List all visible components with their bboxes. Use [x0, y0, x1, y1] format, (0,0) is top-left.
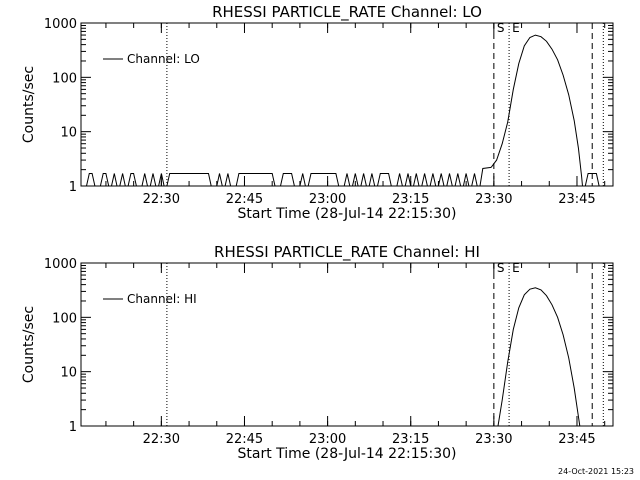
- x-tick-label: 23:45: [558, 192, 595, 207]
- y-tick-label: 100: [52, 71, 77, 86]
- x-tick-label: 22:30: [143, 432, 180, 447]
- x-tick-label: 22:30: [143, 192, 180, 207]
- x-tick-label: 23:15: [392, 432, 429, 447]
- x-tick-label: 22:45: [226, 192, 263, 207]
- x-tick-label: 23:00: [309, 192, 346, 207]
- x-tick-label: 23:00: [309, 432, 346, 447]
- y-tick-label: 1: [69, 420, 77, 435]
- chart-panel-1: RHESSI PARTICLE_RATE Channel: LO 1 10 100 10…: [21, 3, 614, 222]
- chart-title: RHESSI PARTICLE_RATE Channel: HI: [214, 243, 480, 262]
- legend-label: Channel: HI: [127, 292, 197, 306]
- marker-label: S: [497, 261, 505, 275]
- y-tick-label: 10: [60, 126, 77, 141]
- footer-timestamp: 24-Oct-2021 15:23: [558, 467, 634, 476]
- marker-label: E: [512, 21, 520, 35]
- x-axis-label: Start Time (28-Jul-14 22:15:30): [237, 206, 456, 222]
- x-axis-label: Start Time (28-Jul-14 22:15:30): [237, 446, 456, 462]
- series-line-peak: [490, 34, 583, 187]
- y-tick-label: 100: [52, 311, 77, 326]
- marker-label: S: [497, 21, 505, 35]
- y-tick-label: 1000: [44, 17, 77, 32]
- x-tick-label: 23:45: [558, 432, 595, 447]
- plot-frame: [80, 262, 614, 427]
- y-tick-label: 1000: [44, 257, 77, 272]
- x-tick-label: 23:15: [392, 192, 429, 207]
- plot-frame: [80, 22, 614, 187]
- y-axis-label: Counts/sec: [21, 306, 37, 383]
- x-tick-label: 23:30: [475, 192, 512, 207]
- series-line-peak: [497, 287, 581, 427]
- x-tick-label: 23:30: [475, 432, 512, 447]
- marker-label: E: [512, 261, 520, 275]
- y-tick-label: 10: [60, 366, 77, 381]
- chart-panel-2: RHESSI PARTICLE_RATE Channel: HI 1 10 100 10…: [21, 243, 614, 462]
- legend-label: Channel: LO: [127, 52, 200, 66]
- y-tick-label: 1: [69, 180, 77, 195]
- x-tick-label: 22:45: [226, 432, 263, 447]
- y-axis-label: Counts/sec: [21, 66, 37, 143]
- series-line-flat: [81, 166, 492, 187]
- series-line-tail: [584, 173, 600, 187]
- chart-title: RHESSI PARTICLE_RATE Channel: LO: [212, 3, 482, 22]
